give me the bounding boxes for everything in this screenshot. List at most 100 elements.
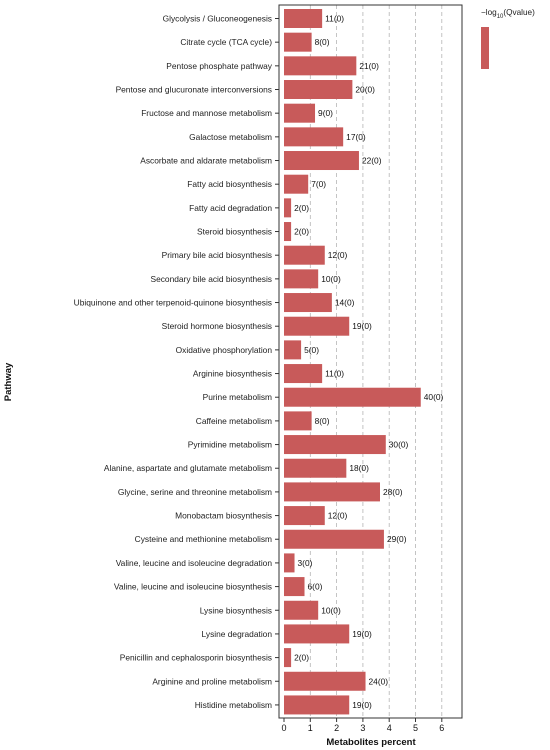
category-label: Arginine and proline metabolism <box>152 676 272 686</box>
x-tick-label: 4 <box>387 723 392 733</box>
x-tick-label: 0 <box>281 723 286 733</box>
data-label: 2(0) <box>294 203 309 213</box>
x-axis-title: Metabolites percent <box>326 737 416 748</box>
bar <box>284 577 305 597</box>
data-label: 3(0) <box>298 558 313 568</box>
data-label: 12(0) <box>328 250 348 260</box>
category-label: Ubiquinone and other terpenoid-quinone b… <box>74 298 272 308</box>
category-label: Lysine biosynthesis <box>200 605 272 615</box>
category-label: Primary bile acid biosynthesis <box>162 250 272 260</box>
category-label: Steroid biosynthesis <box>197 227 272 237</box>
bar <box>284 624 350 644</box>
data-label: 2(0) <box>294 227 309 237</box>
category-label: Steroid hormone biosynthesis <box>162 321 272 331</box>
category-label: Penicillin and cephalosporin biosynthesi… <box>120 653 272 663</box>
data-label: 11(0) <box>325 369 344 379</box>
data-label: 28(0) <box>383 487 403 497</box>
bar <box>284 435 386 455</box>
data-label: 19(0) <box>352 700 372 710</box>
bar <box>284 56 357 76</box>
data-label: 8(0) <box>315 416 330 426</box>
category-label: Cysteine and methionine metabolism <box>135 534 272 544</box>
bar <box>284 529 384 549</box>
category-label: Oxidative phosphorylation <box>176 345 273 355</box>
category-label: Valine, leucine and isoleucine degradati… <box>116 558 273 568</box>
bar <box>284 293 332 313</box>
legend-title: −log10(Qvalue) <box>481 8 535 20</box>
data-label: 2(0) <box>294 653 309 663</box>
category-labels: Glycolysis / Gluconeogenesis Citrate cycl… <box>74 14 279 710</box>
y-axis-title: Pathway <box>3 362 14 401</box>
category-label: Valine, leucine and isoleucine biosynthe… <box>114 582 272 592</box>
data-label: 11(0) <box>325 14 344 24</box>
data-labels: 11(0) 8(0) 21(0) 20(0) 9(0) 17(0) 22(0) 7(0) 2(0… <box>294 14 443 710</box>
legend: −log10(Qvalue) <box>481 8 535 69</box>
category-label: Lysine degradation <box>202 629 273 639</box>
bar <box>284 151 359 171</box>
bar <box>284 103 316 123</box>
category-label: Galactose metabolism <box>189 132 272 142</box>
data-label: 10(0) <box>321 605 341 615</box>
category-label: Ascorbate and aldarate metabolism <box>140 156 272 166</box>
bar <box>284 127 344 147</box>
data-label: 18(0) <box>349 463 369 473</box>
category-label: Secondary bile acid biosynthesis <box>150 274 272 284</box>
bar <box>284 245 325 265</box>
data-label: 40(0) <box>424 392 444 402</box>
data-label: 17(0) <box>346 132 366 142</box>
x-tick-label: 5 <box>413 723 418 733</box>
x-axis-ticks: 0 1 2 3 4 5 6 <box>281 718 444 733</box>
bar <box>284 553 295 573</box>
bar <box>284 482 380 502</box>
category-label: Pentose and glucuronate interconversions <box>116 85 272 95</box>
bar <box>284 364 323 384</box>
category-label: Fatty acid biosynthesis <box>187 179 272 189</box>
data-label: 30(0) <box>389 440 409 450</box>
category-label: Caffeine metabolism <box>196 416 272 426</box>
data-label: 14(0) <box>335 298 355 308</box>
bar <box>284 198 292 218</box>
x-tick-label: 3 <box>360 723 365 733</box>
legend-color-swatch <box>481 27 489 69</box>
data-label: 29(0) <box>387 534 407 544</box>
category-label: Arginine biosynthesis <box>193 369 272 379</box>
bar <box>284 340 302 360</box>
category-label: Alanine, aspartate and glutamate metabol… <box>104 463 272 473</box>
bar <box>284 695 350 715</box>
data-label: 8(0) <box>315 37 330 47</box>
x-tick-label: 1 <box>308 723 313 733</box>
bar <box>284 458 347 478</box>
data-label: 9(0) <box>318 108 333 118</box>
category-label: Purine metabolism <box>203 392 272 402</box>
bar <box>284 80 353 100</box>
category-label: Glycolysis / Gluconeogenesis <box>163 14 272 24</box>
data-label: 21(0) <box>359 61 379 71</box>
category-label: Fructose and mannose metabolism <box>141 108 272 118</box>
bar <box>284 600 319 620</box>
data-label: 22(0) <box>362 156 382 166</box>
category-label: Pentose phosphate pathway <box>166 61 273 71</box>
bar <box>284 269 319 289</box>
category-label: Fatty acid degradation <box>189 203 272 213</box>
category-label: Glycine, serine and threonine metabolism <box>118 487 272 497</box>
bars <box>284 9 421 715</box>
bar <box>284 316 350 336</box>
data-label: 5(0) <box>304 345 319 355</box>
bar <box>284 506 325 526</box>
data-label: 7(0) <box>311 179 326 189</box>
bar <box>284 222 292 242</box>
x-tick-label: 6 <box>439 723 444 733</box>
category-label: Monobactam biosynthesis <box>175 511 272 521</box>
data-label: 6(0) <box>308 582 323 592</box>
bar <box>284 671 366 691</box>
bar <box>284 32 312 52</box>
category-label: Pyrimidine metabolism <box>188 440 272 450</box>
category-label: Citrate cycle (TCA cycle) <box>180 37 272 47</box>
data-label: 24(0) <box>369 676 389 686</box>
plot-frame <box>278 4 463 719</box>
data-label: 19(0) <box>352 629 372 639</box>
bar <box>284 9 323 28</box>
category-label: Histidine metabolism <box>195 700 272 710</box>
bar <box>284 387 421 407</box>
